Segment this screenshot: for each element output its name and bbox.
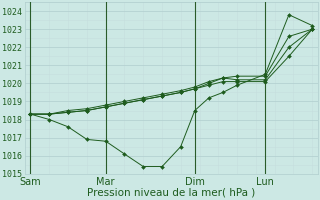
X-axis label: Pression niveau de la mer( hPa ): Pression niveau de la mer( hPa ) (87, 188, 255, 198)
